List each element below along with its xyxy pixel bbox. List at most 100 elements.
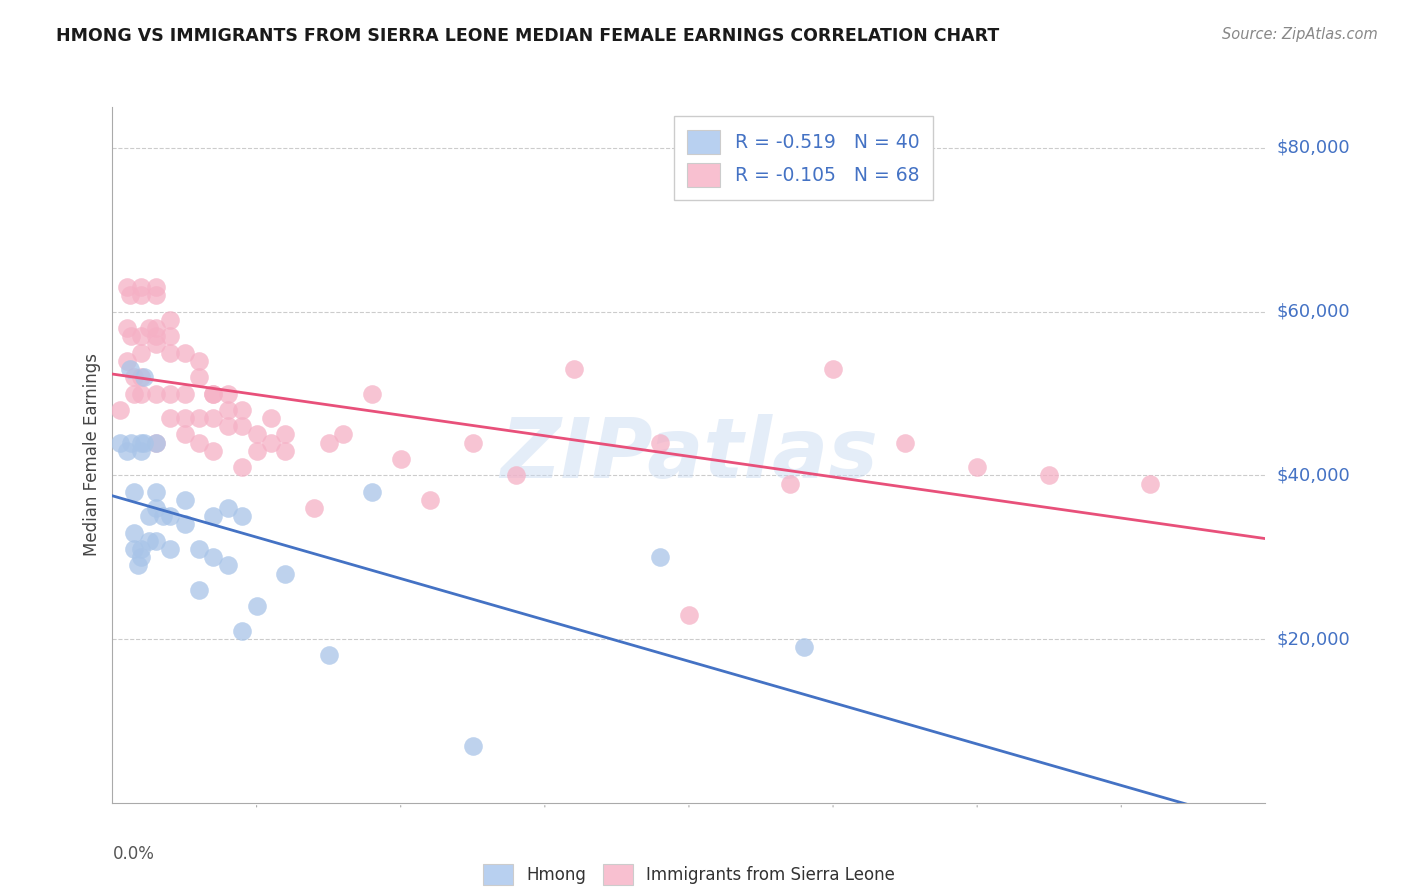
Point <box>120 329 142 343</box>
Point <box>188 582 211 597</box>
Point <box>202 443 225 458</box>
Point <box>389 452 412 467</box>
Point <box>648 550 672 565</box>
Point <box>217 403 239 417</box>
Point <box>318 435 340 450</box>
Point <box>894 435 917 450</box>
Point <box>159 386 181 401</box>
Point <box>129 386 153 401</box>
Point <box>202 509 225 524</box>
Point <box>145 337 167 351</box>
Point <box>138 533 160 548</box>
Point <box>360 386 382 401</box>
Point <box>115 280 138 294</box>
Point <box>145 435 167 450</box>
Point <box>145 484 167 499</box>
Point <box>231 403 253 417</box>
Point <box>1139 476 1161 491</box>
Point <box>122 484 145 499</box>
Point <box>202 386 225 401</box>
Point <box>120 435 142 450</box>
Point <box>231 460 253 475</box>
Point <box>129 345 153 359</box>
Point <box>188 370 211 384</box>
Point <box>231 624 253 638</box>
Point <box>217 501 239 516</box>
Point <box>562 362 585 376</box>
Text: ZIPatlas: ZIPatlas <box>501 415 877 495</box>
Text: $20,000: $20,000 <box>1277 630 1350 648</box>
Point <box>1038 468 1060 483</box>
Point <box>138 509 160 524</box>
Point <box>332 427 354 442</box>
Point <box>461 435 484 450</box>
Point <box>122 542 145 557</box>
Point <box>461 739 484 753</box>
Point <box>245 427 267 442</box>
Point <box>159 345 181 359</box>
Point <box>274 443 297 458</box>
Point <box>129 288 153 302</box>
Point <box>129 370 153 384</box>
Point <box>145 329 167 343</box>
Point <box>108 403 131 417</box>
Point <box>202 550 225 565</box>
Point <box>145 501 167 516</box>
Point <box>678 607 700 622</box>
Point <box>159 411 181 425</box>
Point <box>122 386 145 401</box>
Point <box>217 558 239 573</box>
Point <box>648 435 672 450</box>
Point <box>274 427 297 442</box>
Point <box>202 411 225 425</box>
Point <box>129 435 153 450</box>
Point <box>419 492 441 507</box>
Point <box>122 525 145 540</box>
Point <box>115 321 138 335</box>
Point <box>188 435 211 450</box>
Point <box>145 288 167 302</box>
Point <box>134 435 156 450</box>
Point <box>188 411 211 425</box>
Point <box>118 288 141 302</box>
Point <box>115 443 138 458</box>
Point <box>152 509 174 524</box>
Point <box>245 599 267 614</box>
Point <box>173 427 195 442</box>
Point <box>118 362 141 376</box>
Point <box>145 386 167 401</box>
Text: HMONG VS IMMIGRANTS FROM SIERRA LEONE MEDIAN FEMALE EARNINGS CORRELATION CHART: HMONG VS IMMIGRANTS FROM SIERRA LEONE ME… <box>56 27 1000 45</box>
Point <box>122 370 145 384</box>
Point <box>173 492 195 507</box>
Point <box>304 501 326 516</box>
Point <box>134 370 156 384</box>
Point <box>115 353 138 368</box>
Point <box>145 321 167 335</box>
Point <box>217 386 239 401</box>
Point <box>318 648 340 663</box>
Text: Source: ZipAtlas.com: Source: ZipAtlas.com <box>1222 27 1378 42</box>
Point <box>188 353 211 368</box>
Text: $60,000: $60,000 <box>1277 302 1350 321</box>
Point <box>129 542 153 557</box>
Point <box>231 419 253 434</box>
Point <box>505 468 527 483</box>
Point <box>173 345 195 359</box>
Point <box>793 640 815 655</box>
Point <box>129 443 153 458</box>
Point <box>145 533 167 548</box>
Point <box>145 435 167 450</box>
Point <box>173 411 195 425</box>
Point <box>779 476 801 491</box>
Point <box>173 517 195 532</box>
Point <box>145 280 167 294</box>
Text: 0.0%: 0.0% <box>112 845 155 863</box>
Legend: Hmong, Immigrants from Sierra Leone: Hmong, Immigrants from Sierra Leone <box>477 857 901 892</box>
Point <box>231 509 253 524</box>
Point <box>217 419 239 434</box>
Point <box>173 386 195 401</box>
Point <box>966 460 988 475</box>
Text: $80,000: $80,000 <box>1277 139 1350 157</box>
Point <box>188 542 211 557</box>
Point <box>274 566 297 581</box>
